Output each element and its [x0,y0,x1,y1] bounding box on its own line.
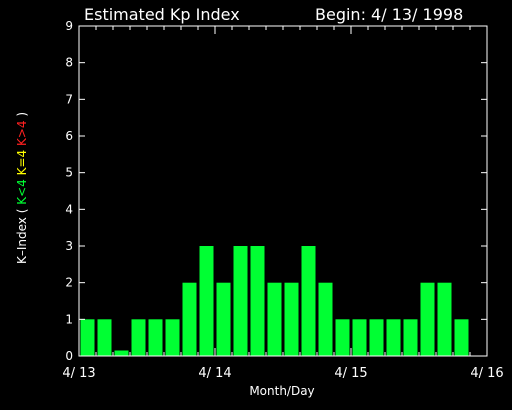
bar-5 [165,319,180,356]
bar-21 [437,282,452,356]
y-tick-label-8: 8 [65,56,73,70]
bar-19 [403,319,418,356]
bar-12 [284,282,299,356]
y-tick-label-9: 9 [65,19,73,33]
y-tick-label-1: 1 [65,312,73,326]
bar-6 [182,282,197,356]
y-label-part-1: K<4 [15,179,29,208]
bar-22 [454,319,469,356]
bar-16 [352,319,367,356]
bar-10 [250,246,265,356]
bar-7 [199,246,214,356]
bar-0 [80,319,95,356]
y-tick-label-5: 5 [65,166,73,180]
y-tick-label-4: 4 [65,202,73,216]
x-tick-label-0: 4/ 13 [62,366,95,381]
y-tick-label-7: 7 [65,92,73,106]
begin-date: Begin: 4/ 13/ 1998 [315,5,463,24]
y-tick-label-6: 6 [65,129,73,143]
y-label-part-3: K>4 [15,120,29,149]
bar-14 [318,282,333,356]
y-axis-label: K–Index ( K<4 K=4 K>4 ) [15,112,29,264]
bar-4 [148,319,163,356]
x-axis-label: Month/Day [249,384,314,398]
bar-3 [131,319,146,356]
bars-group [80,246,469,356]
bar-20 [420,282,435,356]
bar-8 [216,282,231,356]
bar-1 [97,319,112,356]
bar-2 [114,350,129,356]
x-tick-label-1: 4/ 14 [198,366,231,381]
x-tick-label-2: 4/ 15 [334,366,367,381]
bar-17 [369,319,384,356]
x-tick-label-3: 4/ 16 [470,366,503,381]
y-tick-label-0: 0 [65,349,73,363]
y-label-part-2: K=4 [15,150,29,179]
y-label-part-0: K–Index ( [15,209,29,264]
y-label-part-4: ) [15,112,29,121]
bar-9 [233,246,248,356]
bar-18 [386,319,401,356]
y-tick-label-2: 2 [65,276,73,290]
axes-group: 0 1 2 3 4 5 6 7 8 9 4/ 13 4/ 14 4/ 15 4/ 16 [62,19,503,381]
bar-13 [301,246,316,356]
y-tick-label-3: 3 [65,239,73,253]
chart-title: Estimated Kp Index [84,5,240,24]
bar-11 [267,282,282,356]
bar-15 [335,319,350,356]
